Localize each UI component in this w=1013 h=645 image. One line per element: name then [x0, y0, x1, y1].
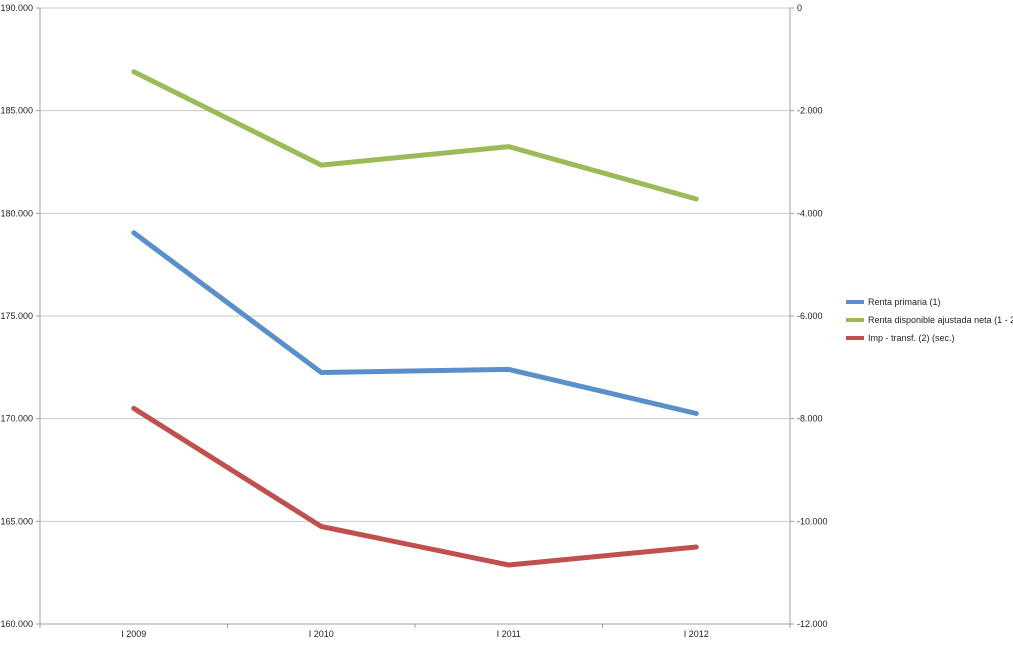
y-right-tick-label: -10.000 [797, 516, 828, 526]
series-line-3 [131, 405, 699, 568]
x-tick-label: I 2010 [309, 629, 334, 639]
y-right-tick-label: -2.000 [797, 106, 823, 116]
y-left-tick-label: 165.000 [0, 516, 33, 526]
y-right-tick-label: -6.000 [797, 311, 823, 321]
y-left-tick-label: 190.000 [0, 3, 33, 13]
y-left-tick-label: 170.000 [0, 414, 33, 424]
y-right-tick-label: -4.000 [797, 208, 823, 218]
series-line-2 [131, 69, 699, 202]
legend-label: Renta disponible ajustada neta (1 - 2) [868, 315, 1013, 325]
x-tick-label: I 2012 [684, 629, 709, 639]
legend-label: Imp - transf. (2) (sec.) [868, 333, 955, 343]
y-left-tick-label: 180.000 [0, 208, 33, 218]
x-tick-label: I 2009 [121, 629, 146, 639]
y-left-tick-label: 160.000 [0, 619, 33, 629]
legend-label: Renta primaria (1) [868, 297, 941, 307]
series-line-1 [131, 230, 699, 416]
y-right-tick-label: 0 [797, 3, 802, 13]
y-right-tick-label: -12.000 [797, 619, 828, 629]
y-left-tick-label: 185.000 [0, 106, 33, 116]
y-right-tick-label: -8.000 [797, 414, 823, 424]
x-tick-label: I 2011 [497, 629, 521, 639]
y-left-tick-label: 175.000 [0, 311, 33, 321]
